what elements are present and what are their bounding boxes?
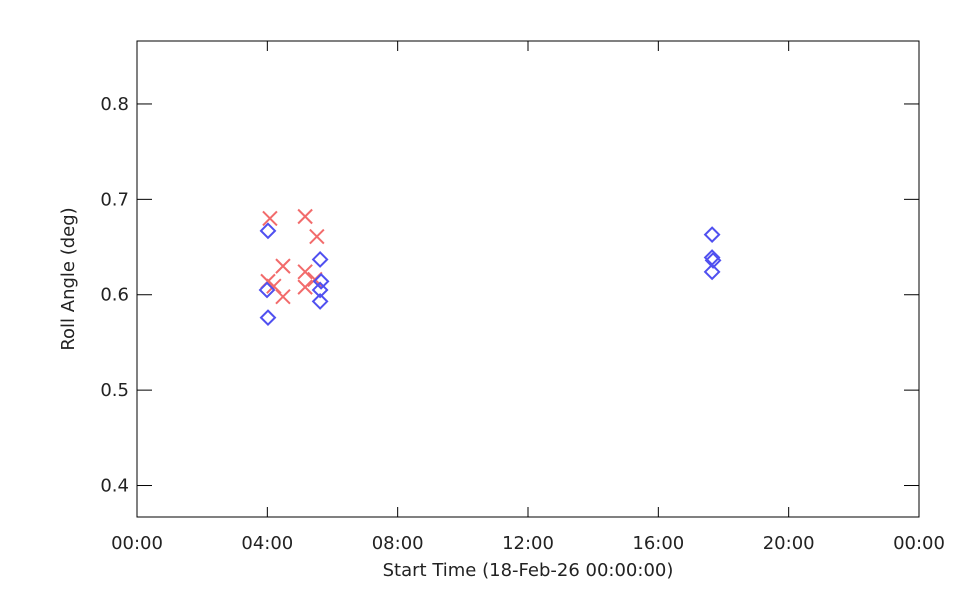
point xyxy=(703,263,721,281)
x-tick-label: 08:00 xyxy=(372,533,424,554)
point xyxy=(704,251,722,269)
point xyxy=(259,309,277,327)
x-tick-label: 12:00 xyxy=(502,533,554,554)
point xyxy=(258,281,276,299)
point xyxy=(312,272,330,290)
point xyxy=(311,251,329,268)
point xyxy=(297,264,313,280)
point xyxy=(259,222,277,240)
x-tick-label: 00:00 xyxy=(893,533,945,554)
y-tick-label: 0.6 xyxy=(100,285,129,306)
y-tick-label: 0.5 xyxy=(100,380,129,401)
x-tick-label: 16:00 xyxy=(632,533,684,554)
x-axis-label: Start Time (18-Feb-26 00:00:00) xyxy=(383,560,674,581)
x-tick-label: 04:00 xyxy=(241,533,293,554)
y-axis-label: Roll Angle (deg) xyxy=(58,207,79,350)
point xyxy=(297,279,313,295)
point xyxy=(309,228,325,245)
y-tick-label: 0.7 xyxy=(100,189,129,210)
point xyxy=(262,210,278,227)
x-tick-label: 00:00 xyxy=(111,533,163,554)
point xyxy=(311,293,329,310)
x-tick-label: 20:00 xyxy=(763,533,815,554)
y-tick-label: 0.4 xyxy=(100,476,129,497)
point xyxy=(297,208,313,225)
point xyxy=(311,281,329,299)
point xyxy=(275,288,291,305)
point xyxy=(275,258,291,274)
y-tick-label: 0.8 xyxy=(100,94,129,115)
point xyxy=(703,226,721,244)
plot-frame xyxy=(136,40,920,518)
